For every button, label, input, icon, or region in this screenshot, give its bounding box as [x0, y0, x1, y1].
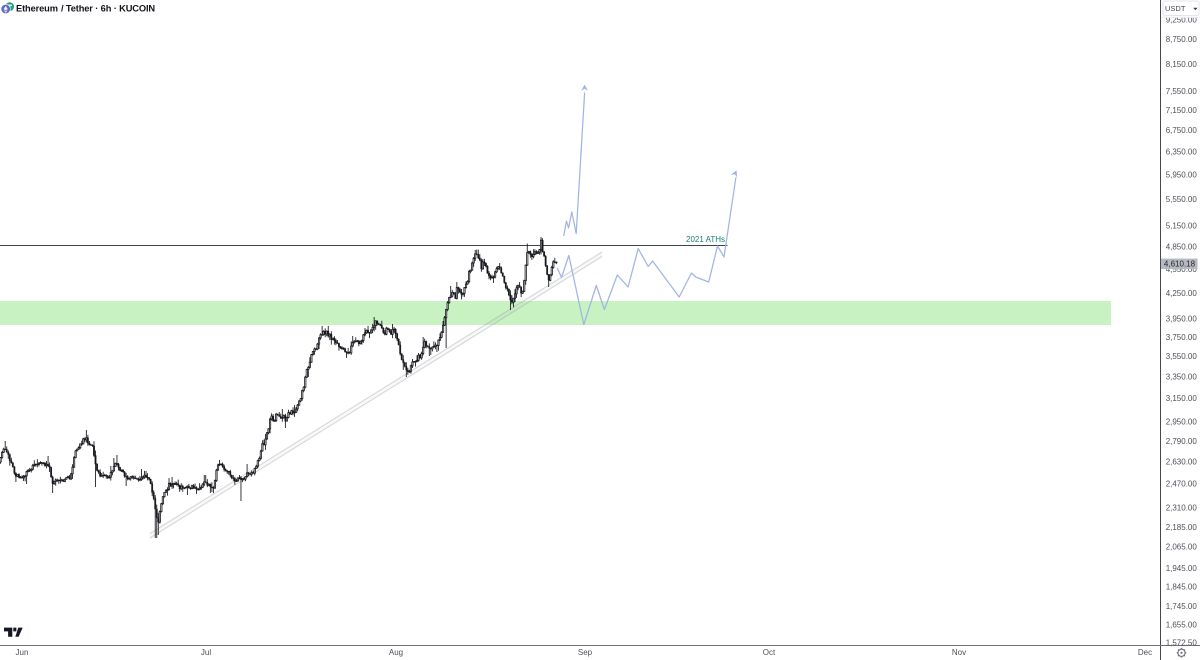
- svg-text:2,790.00: 2,790.00: [1166, 437, 1198, 446]
- svg-text:Sep: Sep: [578, 648, 593, 657]
- svg-text:3,150.00: 3,150.00: [1166, 394, 1198, 403]
- svg-text:9,250.00: 9,250.00: [1166, 15, 1198, 24]
- svg-text:6,350.00: 6,350.00: [1166, 148, 1198, 157]
- svg-text:4,610.18: 4,610.18: [1164, 260, 1196, 269]
- svg-text:3,950.00: 3,950.00: [1166, 315, 1198, 324]
- svg-text:5,150.00: 5,150.00: [1166, 221, 1198, 230]
- svg-text:3,350.00: 3,350.00: [1166, 373, 1198, 382]
- svg-text:Jun: Jun: [16, 648, 29, 657]
- svg-text:4,850.00: 4,850.00: [1166, 242, 1198, 251]
- svg-text:Ethereum / Tether · 6h · KUCO: Ethereum / Tether · 6h · KUCOIN: [16, 4, 155, 14]
- svg-text:1,845.00: 1,845.00: [1166, 582, 1198, 591]
- svg-text:2,065.00: 2,065.00: [1166, 543, 1198, 552]
- svg-text:USDT: USDT: [1165, 4, 1186, 13]
- svg-text:6,750.00: 6,750.00: [1166, 126, 1198, 135]
- svg-text:8,150.00: 8,150.00: [1166, 60, 1198, 69]
- svg-text:1,572.50: 1,572.50: [1166, 639, 1198, 648]
- svg-text:Jul: Jul: [201, 648, 211, 657]
- svg-text:5,950.00: 5,950.00: [1166, 171, 1198, 180]
- svg-text:2,185.00: 2,185.00: [1166, 523, 1198, 532]
- svg-text:4,250.00: 4,250.00: [1166, 289, 1198, 298]
- svg-text:1,655.00: 1,655.00: [1166, 621, 1198, 630]
- svg-text:7,550.00: 7,550.00: [1166, 87, 1198, 96]
- svg-text:5,550.00: 5,550.00: [1166, 195, 1198, 204]
- svg-text:1,945.00: 1,945.00: [1166, 564, 1198, 573]
- svg-text:2,630.00: 2,630.00: [1166, 458, 1198, 467]
- svg-text:Oct: Oct: [763, 648, 776, 657]
- svg-text:2,470.00: 2,470.00: [1166, 480, 1198, 489]
- svg-text:8,750.00: 8,750.00: [1166, 35, 1198, 44]
- svg-text:Nov: Nov: [952, 648, 966, 657]
- svg-text:7,150.00: 7,150.00: [1166, 106, 1198, 115]
- svg-text:2021 ATHs: 2021 ATHs: [686, 235, 725, 244]
- svg-text:Aug: Aug: [389, 648, 403, 657]
- svg-text:Dec: Dec: [1138, 648, 1152, 657]
- svg-text:3,750.00: 3,750.00: [1166, 333, 1198, 342]
- svg-text:1,745.00: 1,745.00: [1166, 602, 1198, 611]
- svg-text:2,950.00: 2,950.00: [1166, 417, 1198, 426]
- svg-text:2,310.00: 2,310.00: [1166, 503, 1198, 512]
- svg-text:3,550.00: 3,550.00: [1166, 352, 1198, 361]
- svg-text:4,550.00: 4,550.00: [1166, 265, 1198, 274]
